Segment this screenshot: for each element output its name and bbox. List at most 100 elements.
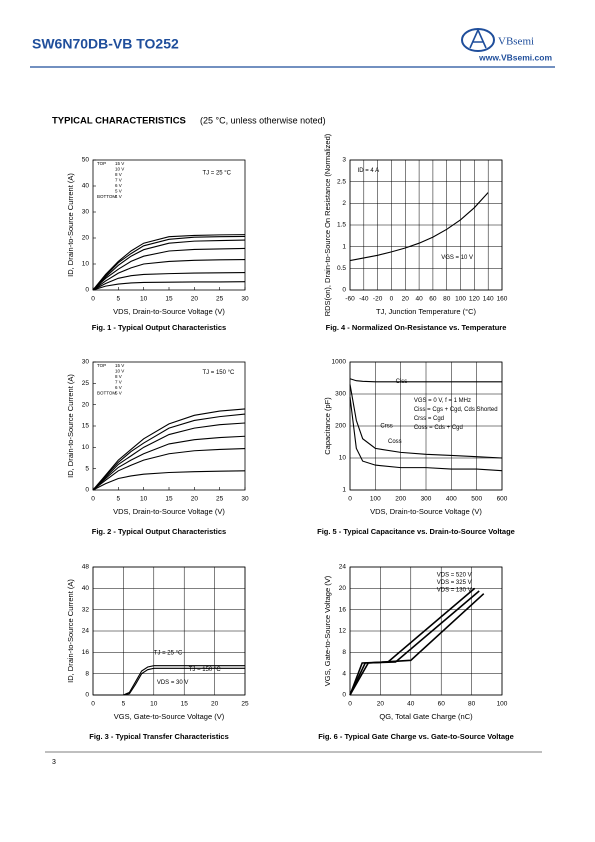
legend-entry: 4 V <box>115 194 122 199</box>
x-tick-label: 0 <box>91 701 95 708</box>
x-tick-label: 0 <box>91 496 95 503</box>
x-tick-label: 60 <box>438 701 446 708</box>
series-label: Ciss <box>396 379 408 385</box>
x-tick-label: 10 <box>150 701 158 708</box>
y-tick-label: 2.5 <box>337 178 346 185</box>
y-tick-label: 300 <box>335 391 346 398</box>
annotation: Coss = Cds + Cgd <box>414 425 463 431</box>
y-tick-label: 8 <box>85 670 89 677</box>
x-tick-label: 20 <box>191 296 199 303</box>
x-tick-label: -40 <box>359 296 369 303</box>
y-tick-label: 10 <box>339 455 347 462</box>
y-axis-label: ID, Drain-to-Source Current (A) <box>66 173 75 277</box>
series-line <box>92 234 246 291</box>
annotation: Ciss = Cgs + Cgd, Cds Shorted <box>414 407 498 413</box>
y-tick-label: 24 <box>82 628 90 635</box>
series-line <box>93 665 245 696</box>
annotation: TJ = 25 °C <box>154 650 183 656</box>
logo-icon <box>461 28 495 52</box>
x-tick-label: 20 <box>377 701 385 708</box>
x-tick-label: 600 <box>497 496 508 503</box>
annotation: TJ = 150 °C <box>189 667 222 673</box>
x-tick-label: -60 <box>345 296 355 303</box>
legend-bottom: BOTTOM <box>97 194 116 199</box>
annotation: VDS = 30 V <box>157 680 189 686</box>
series-line <box>92 422 246 491</box>
series-line <box>349 192 489 262</box>
x-tick-label: 500 <box>471 496 482 503</box>
x-tick-label: 15 <box>181 701 189 708</box>
x-tick-label: 0 <box>91 296 95 303</box>
plot-frame <box>92 159 246 291</box>
legend-entry: 7 V <box>115 178 122 183</box>
series-line <box>92 272 246 291</box>
y-tick-label: 15 <box>82 423 90 430</box>
legend-entry: 6 V <box>115 183 122 188</box>
chart: 0 5 10 15 20 25 30 0 5 10 15 20 25 30 TOP BOTTOM 15 V10 … <box>66 359 249 536</box>
x-tick-label: 0 <box>348 496 352 503</box>
y-tick-label: 0 <box>85 287 89 294</box>
annotation: VGS = 0 V, f = 1 MHz <box>414 398 471 404</box>
x-tick-label: 400 <box>446 496 457 503</box>
y-tick-label: 50 <box>82 157 90 164</box>
x-tick-label: 100 <box>497 701 508 708</box>
y-axis-label: ID, Drain-to-Source Current (A) <box>66 579 75 683</box>
x-axis-label: VDS, Drain-to-Source Voltage (V) <box>113 507 225 516</box>
y-tick-label: 25 <box>82 380 90 387</box>
chart: 0 5 10 15 20 25 30 0 10 20 30 40 50 TOP BOTTOM 15 V10 V… <box>66 157 249 332</box>
y-tick-label: 40 <box>82 183 90 190</box>
series-line <box>92 281 246 291</box>
brand: VBsemi <box>498 36 534 48</box>
legend-top: TOP <box>97 363 106 368</box>
legend-entry: 10 V <box>115 369 124 374</box>
annotation: ID = 4 A <box>358 168 380 174</box>
x-tick-label: 30 <box>241 296 249 303</box>
series-line <box>92 413 246 491</box>
series-label: Coss <box>388 439 402 445</box>
plot-frame <box>349 159 503 291</box>
annotation: TJ = 150 °C <box>202 370 235 376</box>
legend-entry: 5 V <box>115 391 122 396</box>
url[interactable]: www.VBsemi.com <box>478 52 552 62</box>
page-number: 3 <box>52 759 56 766</box>
chart: -60 -40 -20 0 20 40 60 80 100 120 140 160 0 0.5 1 1.5 2 2… <box>323 133 508 332</box>
y-tick-label: 16 <box>82 649 90 656</box>
x-tick-label: 100 <box>370 496 381 503</box>
figure-caption: Fig. 2 - Typical Output Characteristics <box>92 527 226 536</box>
y-tick-label: 1 <box>342 243 346 250</box>
y-tick-label: 16 <box>339 606 347 613</box>
y-tick-label: 4 <box>342 670 346 677</box>
series-line <box>92 448 246 491</box>
series-label: VDS = 325 V <box>437 580 472 586</box>
x-tick-label: 15 <box>165 296 173 303</box>
figure-caption: Fig. 1 - Typical Output Characteristics <box>92 323 226 332</box>
y-axis-label: ID, Drain-to-Source Current (A) <box>66 374 75 478</box>
y-tick-label: 8 <box>342 649 346 656</box>
annotation: Crss = Cgd <box>414 416 444 422</box>
annotation: TJ = 25 °C <box>202 171 231 177</box>
series-line <box>349 397 503 472</box>
y-tick-label: 0 <box>342 692 346 699</box>
y-tick-label: 10 <box>82 261 90 268</box>
legend-entry: 5 V <box>115 189 122 194</box>
series-label: VDS = 130 V <box>437 588 472 594</box>
x-tick-label: 5 <box>117 496 121 503</box>
y-tick-label: 1000 <box>332 359 347 366</box>
chart: 0 100 200 300 400 500 600 1 10 200 300 1000 Ciss Coss… <box>317 359 515 536</box>
y-tick-label: 2 <box>342 200 346 207</box>
y-tick-label: 20 <box>82 401 90 408</box>
x-tick-label: 20 <box>191 496 199 503</box>
chart: 0 20 40 60 80 100 0 4 8 12 16 20 24 VDS = 520 V VDS = … <box>318 564 514 741</box>
y-tick-label: 20 <box>82 235 90 242</box>
x-axis-label: VDS, Drain-to-Source Voltage (V) <box>370 507 482 516</box>
y-axis-label: Capacitance (pF) <box>323 397 332 455</box>
x-tick-label: 25 <box>216 296 224 303</box>
x-tick-label: 0 <box>390 296 394 303</box>
x-tick-label: 15 <box>165 496 173 503</box>
x-tick-label: 100 <box>455 296 466 303</box>
x-axis-label: VGS, Gate-to-Source Voltage (V) <box>114 712 225 721</box>
legend-entry: 10 V <box>115 167 124 172</box>
x-tick-label: 0 <box>348 701 352 708</box>
series-line <box>349 378 502 383</box>
figure-caption: Fig. 6 - Typical Gate Charge vs. Gate-to… <box>318 732 514 741</box>
